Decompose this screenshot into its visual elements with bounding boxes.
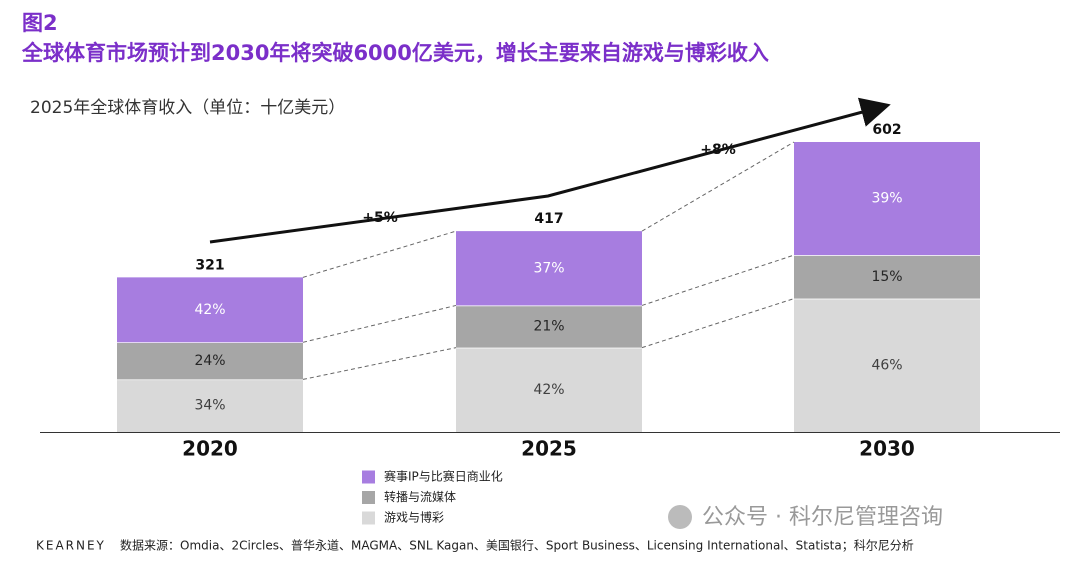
segment-label: 39%: [871, 191, 902, 207]
growth-label: +8%: [700, 142, 736, 158]
segment-label: 15%: [871, 269, 902, 285]
bar-segment: [794, 142, 980, 256]
total-label: 321: [195, 257, 224, 273]
bar-segment: [117, 342, 303, 380]
brand: KEARNEY: [36, 539, 106, 553]
legend-label: 赛事IP与比赛日商业化: [384, 469, 503, 484]
source: 数据来源：Omdia、2Circles、普华永道、MAGMA、SNL Kagan…: [120, 538, 914, 553]
x-tick-label: 2020: [182, 437, 238, 461]
bar-segment: [456, 231, 642, 306]
watermark: 公众号 · 科尔尼管理咨询: [702, 505, 943, 530]
x-tick-label: 2025: [521, 437, 577, 461]
growth-arrow: [209, 97, 891, 244]
legend-swatch: [362, 470, 375, 484]
connector: [302, 347, 457, 380]
x-tick-label: 2030: [859, 437, 915, 461]
bar-segment: [117, 277, 303, 343]
connector: [302, 230, 457, 278]
bar-segment: [456, 305, 642, 348]
legend-label: 转播与流媒体: [384, 489, 456, 504]
segment-label: 46%: [871, 357, 902, 373]
segment-label: 24%: [194, 353, 225, 369]
chart-title: 全球体育市场预计到2030年将突破6000亿美元，增长主要来自游戏与博彩收入: [21, 41, 769, 65]
bar-segment: [456, 347, 642, 432]
legend-swatch: [362, 511, 375, 525]
legend-label: 游戏与博彩: [384, 510, 444, 525]
segment-label: 42%: [533, 382, 564, 398]
segment-label: 34%: [194, 398, 225, 414]
bar-segment: [794, 255, 980, 299]
segment-label: 42%: [194, 302, 225, 318]
connector: [641, 141, 795, 232]
segment-label: 21%: [533, 319, 564, 335]
figure-label: 图2: [22, 11, 58, 35]
connector: [641, 254, 795, 306]
segment-label: 37%: [533, 260, 564, 276]
chart-subtitle: 2025年全球体育收入（单位：十亿美元）: [30, 98, 345, 118]
connector: [641, 298, 795, 349]
connector: [302, 304, 457, 343]
legend-swatch: [362, 491, 375, 504]
bar-segment: [117, 379, 303, 432]
watermark-icon: [668, 505, 692, 529]
total-label: 602: [872, 122, 901, 138]
growth-label: +5%: [362, 210, 398, 226]
bar-segment: [794, 298, 980, 432]
total-label: 417: [534, 211, 563, 227]
